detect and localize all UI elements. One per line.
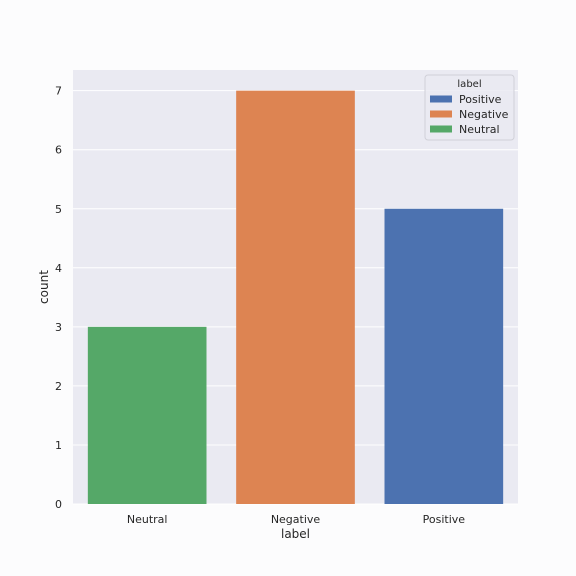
legend-swatch-negative: [430, 110, 452, 118]
y-axis-label: count: [37, 270, 51, 304]
x-tick-labels: Neutral Negative Positive: [127, 513, 465, 526]
y-tick-label: 3: [55, 321, 62, 334]
y-tick-label: 7: [55, 85, 62, 98]
legend-label-neutral: Neutral: [459, 123, 500, 136]
x-tick-label: Negative: [271, 513, 321, 526]
legend-label-positive: Positive: [459, 93, 502, 106]
y-tick-label: 4: [55, 262, 62, 275]
y-tick-labels: 0 1 2 3 4 5 6 7: [55, 85, 62, 511]
legend-swatch-positive: [430, 95, 452, 103]
x-tick-label: Neutral: [127, 513, 168, 526]
x-axis-label: label: [281, 527, 310, 541]
bar-negative: [236, 90, 355, 505]
bars: [87, 90, 504, 505]
bar-positive: [384, 208, 504, 504]
legend-swatch-neutral: [430, 125, 452, 133]
y-tick-label: 5: [55, 203, 62, 216]
x-tick-label: Positive: [423, 513, 466, 526]
y-tick-label: 1: [55, 439, 62, 452]
legend-entries: Positive Negative Neutral: [430, 93, 509, 136]
legend: label Positive Negative Neutral: [424, 74, 515, 141]
y-tick-label: 6: [55, 144, 62, 157]
legend-box: [424, 74, 515, 141]
y-tick-label: 0: [55, 498, 62, 511]
legend-label-negative: Negative: [459, 108, 509, 121]
y-tick-label: 2: [55, 380, 62, 393]
legend-title: label: [457, 79, 481, 90]
bar-neutral: [87, 326, 207, 504]
